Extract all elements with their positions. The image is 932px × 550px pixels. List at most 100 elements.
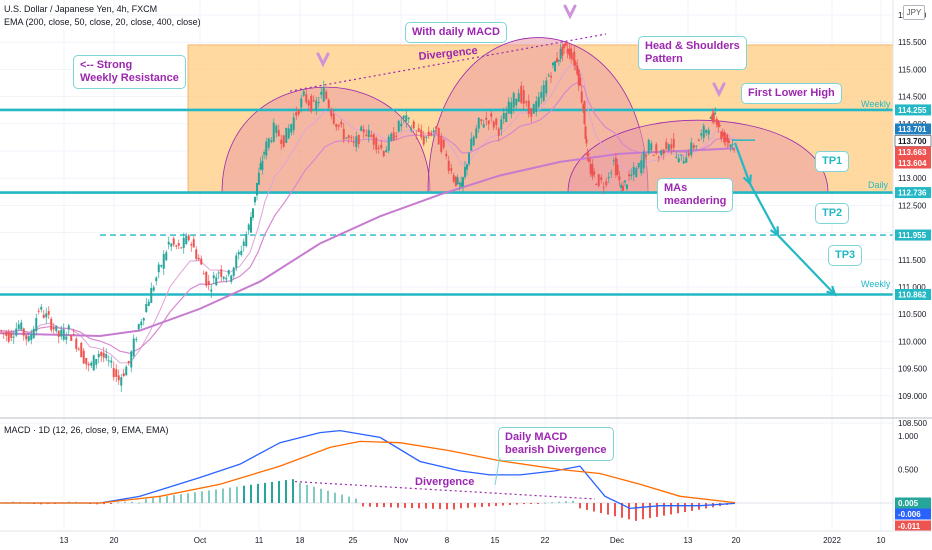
time-tick-label: 13 <box>60 536 69 545</box>
macd-histogram-bar <box>180 494 182 503</box>
candle-body <box>452 175 455 182</box>
macd-histogram-bar <box>215 489 217 503</box>
macd-histogram-bar <box>138 502 140 504</box>
candle-body <box>580 91 583 103</box>
macd-tick-label: 0.500 <box>898 466 919 475</box>
candle-body <box>545 80 548 94</box>
macd-pane: 1.000 0.500 0.005 -0.006 -0.011 <box>0 429 931 532</box>
candle-body <box>687 152 690 156</box>
arrow-to-tp2 <box>749 183 779 236</box>
candle-body <box>230 275 233 282</box>
price-badge-label: 114.255 <box>898 106 927 115</box>
candle-body <box>672 138 675 148</box>
macd-histogram-bar <box>271 481 273 503</box>
macd-histogram-bar <box>691 503 693 511</box>
candle-body <box>22 328 25 336</box>
macd-histogram-bar <box>523 503 525 505</box>
candle-body <box>122 373 125 377</box>
candle-body <box>707 130 710 135</box>
candle-body <box>547 75 550 77</box>
candle-body <box>515 99 518 106</box>
candle-body <box>263 152 266 155</box>
candle-body <box>583 101 586 124</box>
macd-title: MACD · 1D (12, 26, close, 9, EMA, EMA) <box>4 425 169 435</box>
macd-histogram-bar <box>12 501 14 503</box>
macd-histogram-bar <box>425 503 427 509</box>
candle-body <box>612 160 615 162</box>
candle-body <box>125 366 128 376</box>
candle-body <box>397 120 400 132</box>
candle-body <box>365 134 368 136</box>
candle-body <box>685 157 688 163</box>
candle-body <box>252 208 254 218</box>
candle-body <box>660 150 663 155</box>
macd-histogram-bar <box>362 503 364 507</box>
candle-body <box>442 139 445 148</box>
candle-body <box>618 176 621 181</box>
candle-body <box>377 148 380 150</box>
candle-body <box>700 133 703 136</box>
time-tick-label: 22 <box>541 536 550 545</box>
currency-badge[interactable]: JPY <box>903 5 925 20</box>
candle-body <box>27 336 30 341</box>
macd-histogram-bar <box>313 486 315 503</box>
candle-body <box>554 61 556 72</box>
time-tick-label: Nov <box>394 536 408 545</box>
candle-body <box>628 174 630 177</box>
candle-body <box>307 100 310 106</box>
candle-body <box>417 128 420 132</box>
candle-body <box>412 121 415 129</box>
candle-body <box>586 152 589 156</box>
candle-body <box>410 128 413 131</box>
candle-body <box>325 91 328 99</box>
candle-body <box>97 353 100 358</box>
candle-body <box>190 244 193 246</box>
price-tick-label: 111.000 <box>898 283 926 292</box>
candle-body <box>650 143 653 151</box>
macd-histogram-bar <box>586 503 588 510</box>
mas-meandering-callout: MAs meandering <box>657 178 734 212</box>
candle-body <box>182 237 185 248</box>
arrow-to-tp3-head <box>826 285 837 297</box>
price-tick-label: 110.500 <box>898 310 927 319</box>
candle-body <box>160 265 163 267</box>
macd-histogram-bar <box>173 495 175 503</box>
macd-histogram-bar <box>334 492 336 503</box>
candle-body <box>695 145 698 147</box>
macd-histogram-bar <box>481 503 483 507</box>
candle-body <box>577 69 580 86</box>
candle-body <box>510 102 513 115</box>
macd-histogram-bar <box>243 485 245 503</box>
candle-body <box>25 335 28 340</box>
macd-histogram-bar <box>621 503 623 518</box>
macd-histogram-bar <box>656 503 658 517</box>
candle-body <box>490 113 493 117</box>
candle-body <box>462 177 464 187</box>
candle-body <box>520 85 523 103</box>
candle-body <box>527 100 530 114</box>
candle-body <box>540 91 543 98</box>
candle-body <box>215 277 218 286</box>
candle-body <box>115 369 118 377</box>
candle-body <box>200 258 203 265</box>
candle-body <box>715 118 718 125</box>
candle-body <box>657 157 660 159</box>
macd-histogram-bar <box>677 503 679 514</box>
price-badge <box>895 289 931 301</box>
macd-histogram-bar <box>537 503 539 504</box>
divergence-dotted-line <box>289 33 607 92</box>
macd-histogram-bar <box>383 503 385 508</box>
macd-value-label: 0.005 <box>898 499 919 508</box>
price-tick-label: 110.000 <box>898 337 927 346</box>
candle-body <box>135 338 138 340</box>
candle-body <box>505 112 508 123</box>
head-shoulders-callout: Head & Shoulders Pattern <box>638 36 747 70</box>
macd-histogram-bar <box>264 482 266 503</box>
candle-body <box>55 325 58 331</box>
macd-histogram-bar <box>145 498 147 503</box>
candle-body <box>207 281 210 285</box>
candle-body <box>120 377 123 386</box>
arrow-to-tp3 <box>777 234 836 296</box>
candle-body <box>637 163 640 168</box>
peak-marker-left <box>316 52 330 68</box>
